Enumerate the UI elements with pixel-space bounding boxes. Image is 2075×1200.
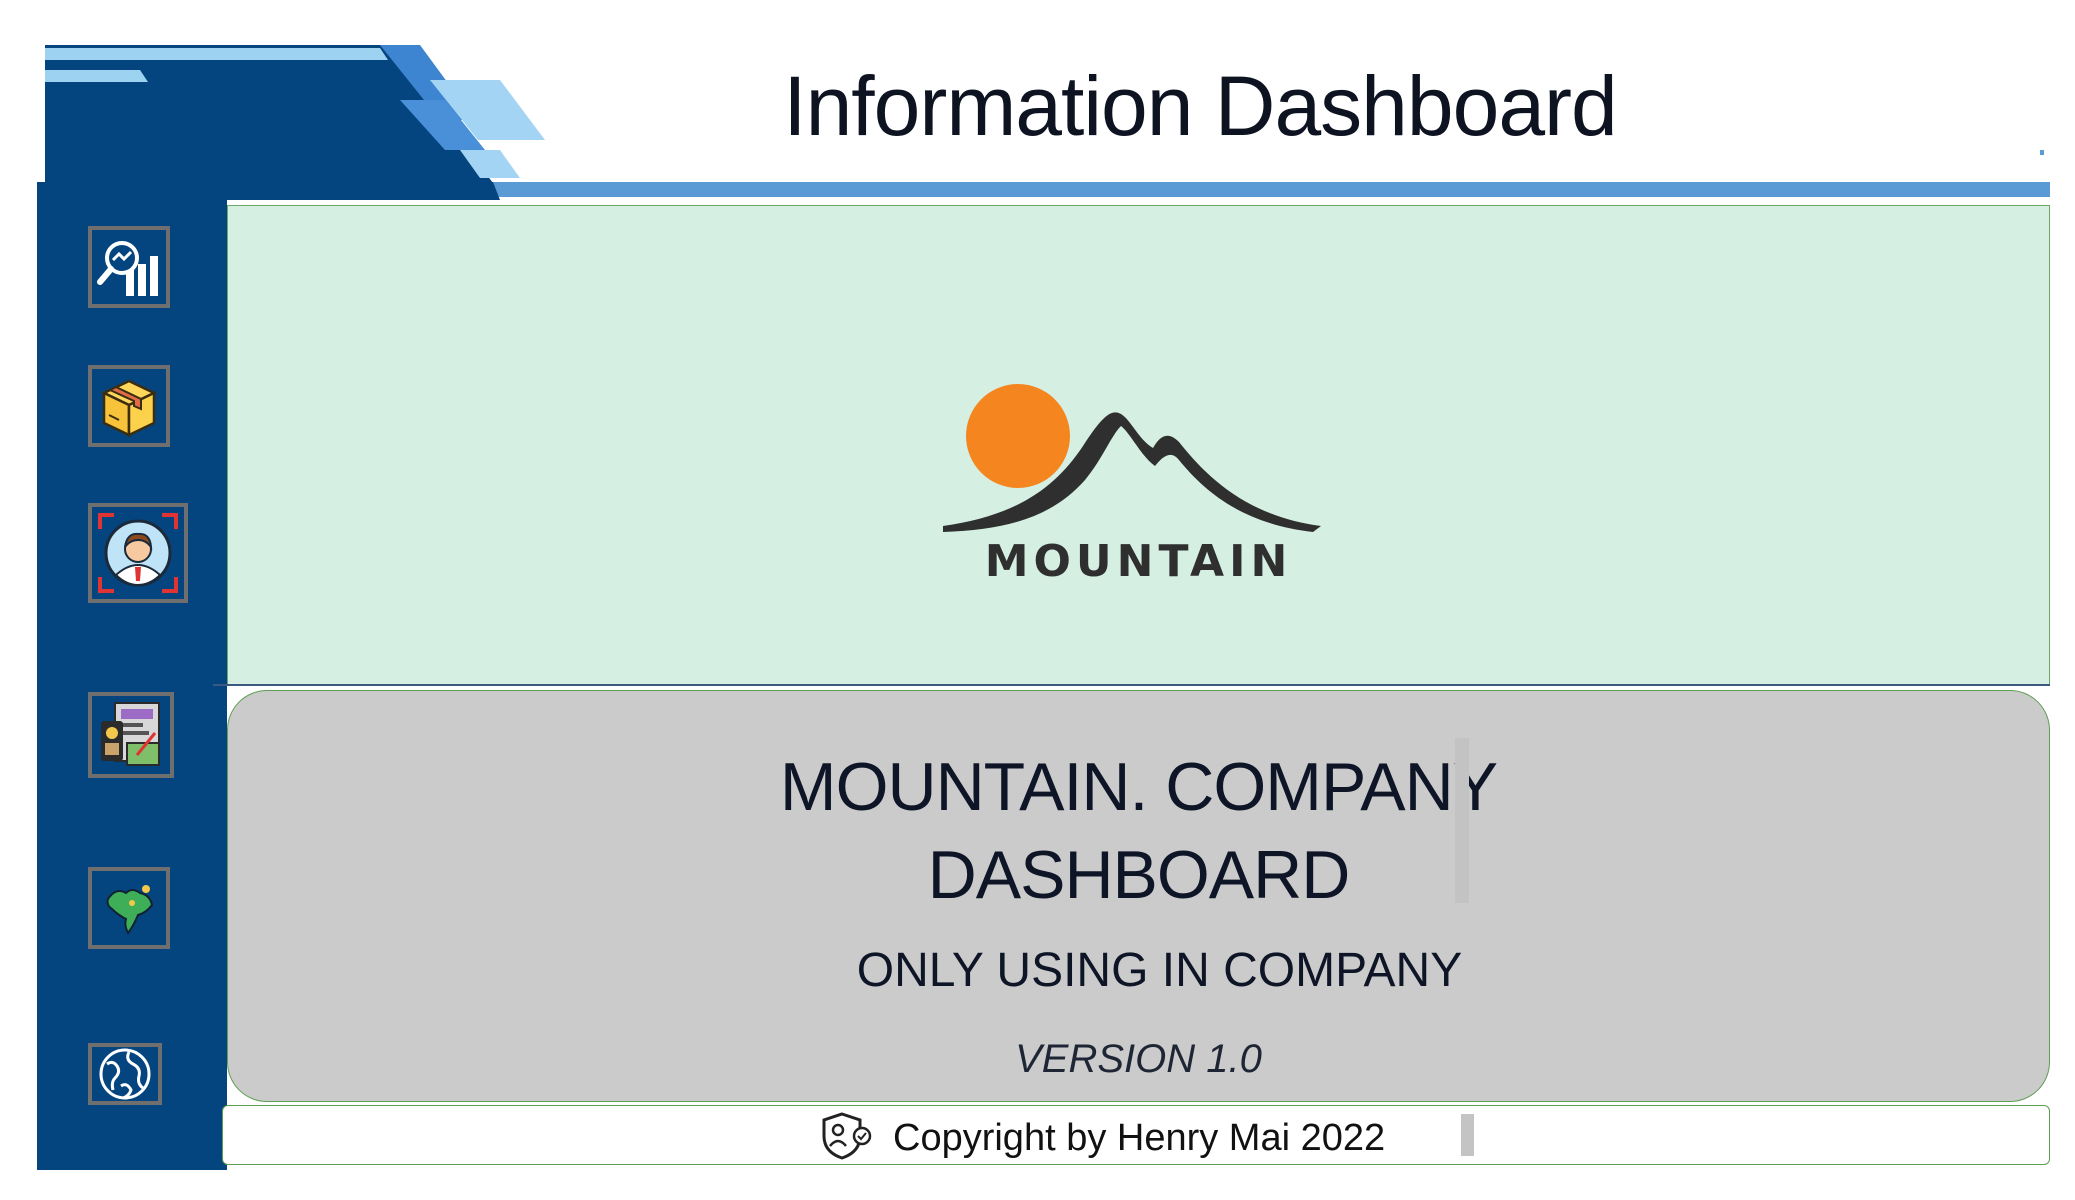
logo-panel: MOUNTAIN bbox=[227, 205, 2050, 685]
copyright-text: Copyright by Henry Mai 2022 bbox=[893, 1117, 1386, 1159]
usage-notice: ONLY USING IN COMPANY bbox=[856, 944, 1463, 997]
footer-bar bbox=[222, 1105, 2050, 1165]
page-title: Information Dashboard bbox=[783, 59, 1617, 153]
sidebar-item-country-map[interactable] bbox=[88, 867, 170, 949]
finance-documents-icon bbox=[101, 702, 160, 766]
info-panel: MOUNTAIN. COMPANY DASHBOARD ONLY USING I… bbox=[227, 690, 2050, 1102]
logo-wordmark: MOUNTAIN bbox=[984, 536, 1293, 587]
sidebar-item-world[interactable] bbox=[88, 1043, 162, 1105]
header-banner bbox=[37, 45, 2050, 200]
sidebar-item-customers[interactable] bbox=[88, 503, 188, 603]
analytics-magnifier-icon bbox=[97, 241, 158, 296]
sidebar bbox=[37, 200, 227, 1170]
footer-cursor-mark bbox=[1461, 1114, 1474, 1156]
package-box-icon bbox=[101, 379, 157, 437]
version-label: VERSION 1.0 bbox=[1015, 1037, 1262, 1081]
section-divider bbox=[213, 684, 2050, 686]
mountain-logo-icon bbox=[943, 384, 1321, 532]
globe-icon bbox=[99, 1048, 151, 1100]
sidebar-item-analytics[interactable] bbox=[88, 226, 170, 308]
dashboard-title-line1: MOUNTAIN. COMPANY bbox=[779, 749, 1498, 825]
dashboard-title: MOUNTAIN. COMPANY DASHBOARD bbox=[228, 743, 2049, 919]
country-map-icon bbox=[106, 885, 154, 935]
dashboard-title-line2: DASHBOARD bbox=[927, 837, 1351, 913]
sidebar-item-products[interactable] bbox=[88, 365, 170, 447]
shield-user-icon bbox=[822, 1112, 872, 1160]
customer-target-icon bbox=[98, 513, 178, 593]
text-cursor-mark bbox=[1455, 738, 1469, 903]
sidebar-item-finance[interactable] bbox=[88, 692, 174, 778]
